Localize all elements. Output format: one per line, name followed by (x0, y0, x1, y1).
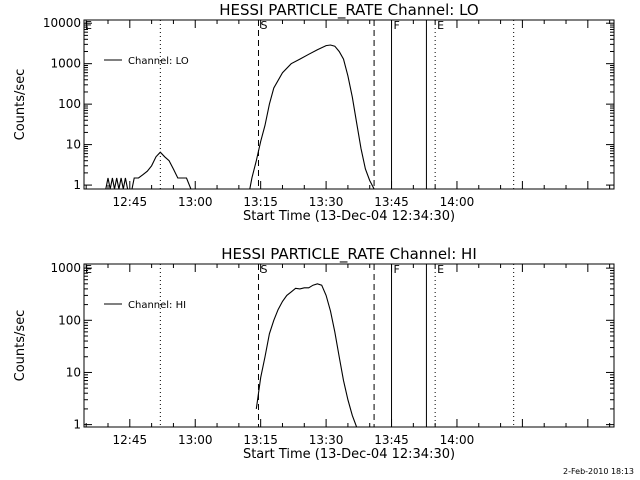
chart-title: HESSI PARTICLE_RATE Channel: HI (221, 245, 477, 264)
event-marker-label: F (394, 263, 400, 276)
y-tick-label: 1000 (50, 57, 81, 71)
series-line-1 (105, 151, 192, 189)
x-tick-label: 13:45 (374, 195, 409, 209)
series-line-1 (255, 283, 361, 427)
y-tick-label: 100 (58, 97, 81, 111)
plot-frame (83, 19, 615, 190)
x-axis-label: Start Time (13-Dec-04 12:34:30) (243, 209, 455, 224)
footer-timestamp: 2-Feb-2010 18:13 (563, 467, 634, 476)
corner-marker-label: E (85, 263, 92, 276)
event-marker-label: E (437, 263, 444, 276)
x-axis-label: Start Time (13-Dec-04 12:34:30) (243, 447, 455, 462)
x-tick-label: 12:45 (113, 433, 148, 447)
legend-label: Channel: LO (128, 56, 189, 67)
x-tick-label: 13:30 (309, 195, 344, 209)
x-tick-label: 14:00 (440, 195, 475, 209)
y-tick-label: 10000 (43, 16, 81, 30)
x-tick-label: 13:00 (178, 195, 213, 209)
y-tick-label: 1000 (50, 261, 81, 275)
plot-frame (83, 263, 615, 428)
legend-label: Channel: HI (128, 300, 186, 311)
x-tick-label: 13:30 (309, 433, 344, 447)
x-tick-label: 13:00 (178, 433, 213, 447)
chart-panel-2: HESSI PARTICLE_RATE Channel: HI 12:45 13:0… (13, 245, 615, 462)
y-axis-label: Counts/sec (13, 69, 28, 141)
x-tick-label: 12:45 (113, 195, 148, 209)
x-tick-label: 13:45 (374, 433, 409, 447)
y-tick-label: 1 (73, 178, 81, 192)
y-tick-label: 1 (73, 418, 81, 432)
y-tick-label: 100 (58, 313, 81, 327)
x-tick-label: 14:00 (440, 433, 475, 447)
corner-marker-label: E (85, 19, 92, 32)
event-marker-label: S (260, 263, 267, 276)
x-tick-label: 13:15 (243, 195, 278, 209)
chart-title: HESSI PARTICLE_RATE Channel: LO (219, 1, 478, 20)
y-axis-label: Counts/sec (13, 310, 28, 382)
event-marker-label: S (260, 19, 267, 32)
y-tick-label: 10 (66, 138, 81, 152)
series-line-2 (249, 44, 379, 189)
event-marker-label: F (394, 19, 400, 32)
chart-panel-1: HESSI PARTICLE_RATE Channel: LO 12:45 13:0… (13, 1, 615, 224)
event-marker-label: E (437, 19, 444, 32)
y-tick-label: 10 (66, 365, 81, 379)
x-tick-label: 13:15 (243, 433, 278, 447)
